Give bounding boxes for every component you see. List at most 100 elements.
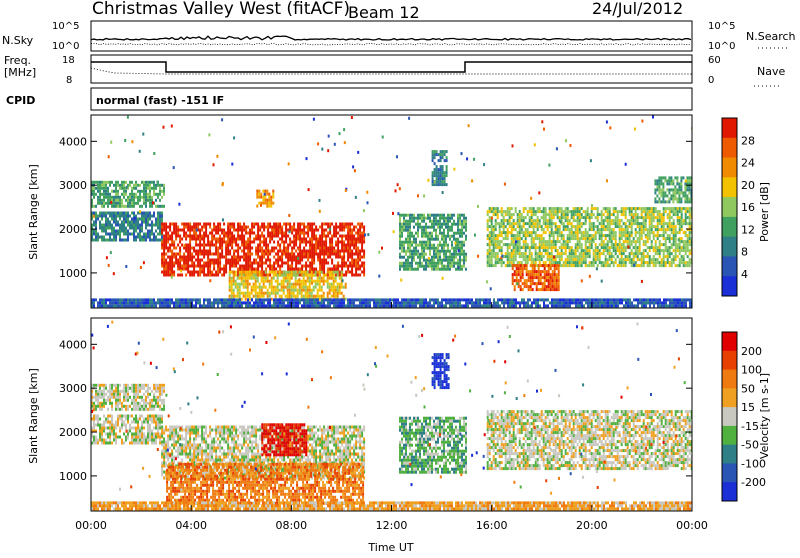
data-cell xyxy=(129,202,131,205)
data-cell xyxy=(434,156,436,159)
data-cell xyxy=(195,259,197,262)
data-cell xyxy=(661,213,663,216)
data-cell xyxy=(155,301,157,304)
data-cell xyxy=(451,214,453,217)
nsearch-tick-bottom: 10^0 xyxy=(708,41,735,52)
data-cell xyxy=(113,233,115,236)
data-cell xyxy=(133,199,135,202)
data-cell xyxy=(654,197,656,200)
data-cell xyxy=(585,222,587,225)
data-cell xyxy=(191,271,193,274)
data-cell xyxy=(663,258,665,261)
data-cell xyxy=(233,235,235,238)
data-cell xyxy=(429,250,431,253)
data-cell xyxy=(333,277,335,280)
data-cell xyxy=(658,188,660,191)
data-cell xyxy=(487,213,489,216)
data-cell xyxy=(231,244,233,247)
data-cell xyxy=(313,286,315,289)
data-cell xyxy=(548,273,550,276)
plot-title: Christmas Valley West (fitACF) xyxy=(92,0,350,19)
data-cell xyxy=(660,188,662,191)
data-cell xyxy=(514,264,516,267)
data-cell xyxy=(605,261,607,264)
data-cell xyxy=(603,234,605,237)
data-cell xyxy=(409,247,411,250)
data-cell xyxy=(199,274,201,277)
data-cell xyxy=(593,252,595,255)
data-cell xyxy=(680,197,682,200)
data-cell xyxy=(489,264,491,267)
data-cell xyxy=(321,232,323,235)
data-cell xyxy=(159,212,161,215)
data-cell xyxy=(193,229,195,232)
data-cell xyxy=(249,262,251,265)
data-cell xyxy=(516,279,518,282)
data-cell xyxy=(155,193,157,196)
data-cell xyxy=(517,234,519,237)
data-cell xyxy=(225,247,227,250)
data-cell xyxy=(613,243,615,246)
data-cell xyxy=(167,238,169,241)
data-cell xyxy=(101,227,103,230)
data-cell xyxy=(223,223,225,226)
data-cell xyxy=(521,252,523,255)
data-cell xyxy=(561,213,563,216)
data-cell xyxy=(237,238,239,241)
data-cell xyxy=(666,188,668,191)
data-cell xyxy=(597,252,599,255)
data-cell xyxy=(167,241,169,244)
data-cell xyxy=(611,258,613,261)
data-cell xyxy=(557,252,559,255)
data-cell xyxy=(251,271,253,274)
data-cell xyxy=(413,238,415,241)
data-cell xyxy=(675,213,677,216)
data-cell xyxy=(405,220,407,223)
data-cell xyxy=(415,217,417,220)
data-cell xyxy=(686,194,688,197)
data-cell xyxy=(255,268,257,271)
data-cell xyxy=(601,237,603,240)
data-cell xyxy=(325,274,327,277)
data-cell xyxy=(287,253,289,256)
data-cell xyxy=(621,246,623,249)
data-cell xyxy=(465,253,467,256)
data-cell xyxy=(569,234,571,237)
data-cell xyxy=(503,216,505,219)
data-cell xyxy=(177,274,179,277)
data-cell xyxy=(327,250,329,253)
data-cell xyxy=(281,265,283,268)
data-cell xyxy=(677,222,679,225)
data-cell xyxy=(143,239,145,242)
data-cell xyxy=(633,213,635,216)
data-cell xyxy=(207,274,209,277)
data-cell xyxy=(637,255,639,258)
data-cell xyxy=(235,265,237,268)
data-cell xyxy=(531,216,533,219)
data-cell xyxy=(183,247,185,250)
data-cell xyxy=(542,282,544,285)
data-cell xyxy=(411,259,413,262)
data-cell xyxy=(447,244,449,247)
data-cell xyxy=(117,230,119,233)
data-cell xyxy=(275,232,277,235)
data-cell xyxy=(599,228,601,231)
data-cell xyxy=(243,226,245,229)
data-cell xyxy=(551,207,553,210)
data-cell xyxy=(581,249,583,252)
data-cell xyxy=(443,253,445,256)
data-cell xyxy=(195,226,197,229)
data-cell xyxy=(583,255,585,258)
data-cell xyxy=(649,246,651,249)
data-cell xyxy=(417,232,419,235)
data-cell xyxy=(251,265,253,268)
data-cell xyxy=(325,253,327,256)
data-cell xyxy=(339,250,341,253)
data-cell xyxy=(289,244,291,247)
data-cell xyxy=(527,255,529,258)
data-cell xyxy=(689,225,691,228)
data-cell xyxy=(135,227,137,230)
data-cell xyxy=(681,225,683,228)
data-cell xyxy=(321,268,323,271)
